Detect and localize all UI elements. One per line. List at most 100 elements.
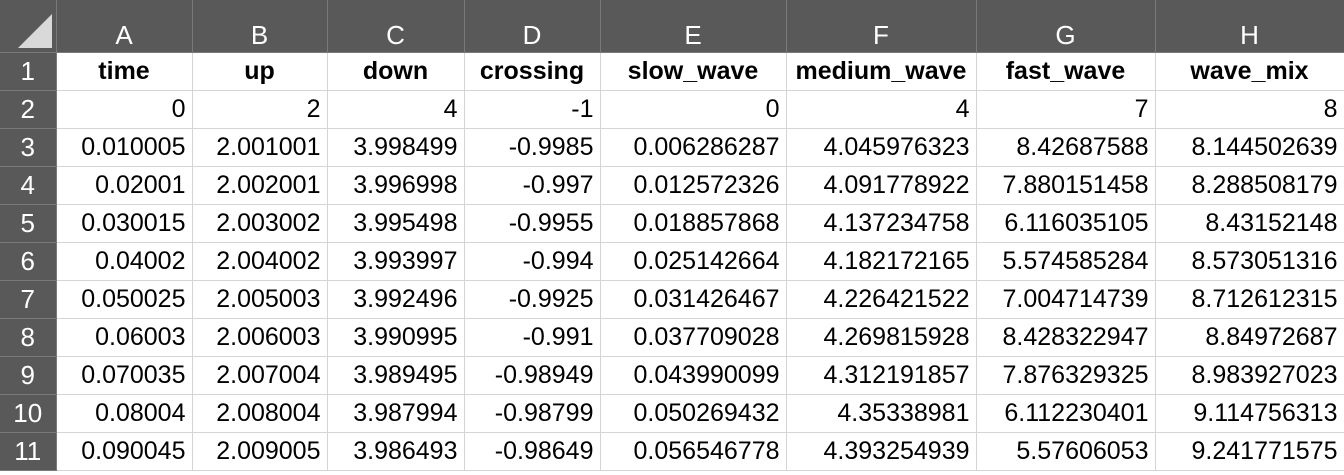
cell[interactable]: 0.010005 [56,128,193,167]
cell[interactable]: 3.992496 [327,280,465,319]
cell[interactable]: 2.002001 [192,166,328,205]
column-header-a[interactable]: A [56,0,193,53]
cell[interactable]: 4 [327,90,465,129]
column-header-c[interactable]: C [327,0,465,53]
cell[interactable]: 4.226421522 [786,280,977,319]
cell[interactable]: 8.712612315 [1155,280,1344,319]
cell[interactable]: -0.9925 [464,280,601,319]
cell[interactable]: 3.987994 [327,394,465,433]
cell[interactable]: fast_wave [976,52,1156,91]
cell[interactable]: -0.98949 [464,356,601,395]
cell[interactable]: 4.269815928 [786,318,977,357]
cell[interactable]: 0.04002 [56,242,193,281]
row-header[interactable]: 2 [0,90,57,129]
row-header[interactable]: 10 [0,394,57,433]
cell[interactable]: -0.9955 [464,204,601,243]
column-header-e[interactable]: E [600,0,787,53]
cell[interactable]: -0.98649 [464,432,601,471]
cell[interactable]: 2.005003 [192,280,328,319]
row-header[interactable]: 7 [0,280,57,319]
cell[interactable]: crossing [464,52,601,91]
cell[interactable]: -1 [464,90,601,129]
cell[interactable]: 3.993997 [327,242,465,281]
column-header-b[interactable]: B [192,0,328,53]
cell[interactable]: 0.056546778 [600,432,787,471]
cell[interactable]: up [192,52,328,91]
cell[interactable]: 8.288508179 [1155,166,1344,205]
cell[interactable]: 0.043990099 [600,356,787,395]
cell[interactable]: 0.030015 [56,204,193,243]
cell[interactable]: 0.08004 [56,394,193,433]
cell[interactable]: 4.35338981 [786,394,977,433]
cell[interactable]: 8.42687588 [976,128,1156,167]
cell[interactable]: 8.43152148 [1155,204,1344,243]
cell[interactable]: wave_mix [1155,52,1344,91]
select-all-corner[interactable] [0,0,57,53]
cell[interactable]: 2.009005 [192,432,328,471]
cell[interactable]: 3.990995 [327,318,465,357]
cell[interactable]: 7.876329325 [976,356,1156,395]
row-header[interactable]: 3 [0,128,57,167]
cell[interactable]: 4 [786,90,977,129]
cell[interactable]: 3.998499 [327,128,465,167]
cell[interactable]: 0.06003 [56,318,193,357]
cell[interactable]: 0.02001 [56,166,193,205]
cell[interactable]: 0.037709028 [600,318,787,357]
row-header[interactable]: 6 [0,242,57,281]
row-header[interactable]: 5 [0,204,57,243]
cell[interactable]: -0.997 [464,166,601,205]
cell[interactable]: 6.116035105 [976,204,1156,243]
cell[interactable]: -0.991 [464,318,601,357]
column-header-d[interactable]: D [464,0,601,53]
column-header-g[interactable]: G [976,0,1156,53]
cell[interactable]: 5.57606053 [976,432,1156,471]
cell[interactable]: 8.84972687 [1155,318,1344,357]
cell[interactable]: 0 [56,90,193,129]
cell[interactable]: 0.006286287 [600,128,787,167]
row-header[interactable]: 11 [0,432,57,471]
cell[interactable]: 4.091778922 [786,166,977,205]
cell[interactable]: 0.090045 [56,432,193,471]
cell[interactable]: 2.007004 [192,356,328,395]
cell[interactable]: 3.995498 [327,204,465,243]
row-header[interactable]: 4 [0,166,57,205]
cell[interactable]: 0.025142664 [600,242,787,281]
cell[interactable]: 7.880151458 [976,166,1156,205]
cell[interactable]: 9.114756313 [1155,394,1344,433]
row-header[interactable]: 1 [0,52,57,91]
cell[interactable]: 2.001001 [192,128,328,167]
column-header-h[interactable]: H [1155,0,1344,53]
cell[interactable]: 4.182172165 [786,242,977,281]
cell[interactable]: 7 [976,90,1156,129]
cell[interactable]: 2.008004 [192,394,328,433]
cell[interactable]: 4.045976323 [786,128,977,167]
cell[interactable]: 5.574585284 [976,242,1156,281]
row-header[interactable]: 8 [0,318,57,357]
cell[interactable]: time [56,52,193,91]
cell[interactable]: -0.98799 [464,394,601,433]
cell[interactable]: medium_wave [786,52,977,91]
cell[interactable]: -0.9985 [464,128,601,167]
cell[interactable]: 8.573051316 [1155,242,1344,281]
cell[interactable]: 8.144502639 [1155,128,1344,167]
cell[interactable]: 0 [600,90,787,129]
cell[interactable]: 2.003002 [192,204,328,243]
column-header-f[interactable]: F [786,0,977,53]
cell[interactable]: 3.989495 [327,356,465,395]
cell[interactable]: 0.031426467 [600,280,787,319]
cell[interactable]: 0.050025 [56,280,193,319]
cell[interactable]: 8 [1155,90,1344,129]
cell[interactable]: 3.996998 [327,166,465,205]
cell[interactable]: down [327,52,465,91]
cell[interactable]: 0.012572326 [600,166,787,205]
cell[interactable]: 4.393254939 [786,432,977,471]
cell[interactable]: 0.070035 [56,356,193,395]
cell[interactable]: 6.112230401 [976,394,1156,433]
cell[interactable]: -0.994 [464,242,601,281]
cell[interactable]: 8.428322947 [976,318,1156,357]
cell[interactable]: 2 [192,90,328,129]
cell[interactable]: 2.006003 [192,318,328,357]
cell[interactable]: 2.004002 [192,242,328,281]
cell[interactable]: slow_wave [600,52,787,91]
cell[interactable]: 7.004714739 [976,280,1156,319]
